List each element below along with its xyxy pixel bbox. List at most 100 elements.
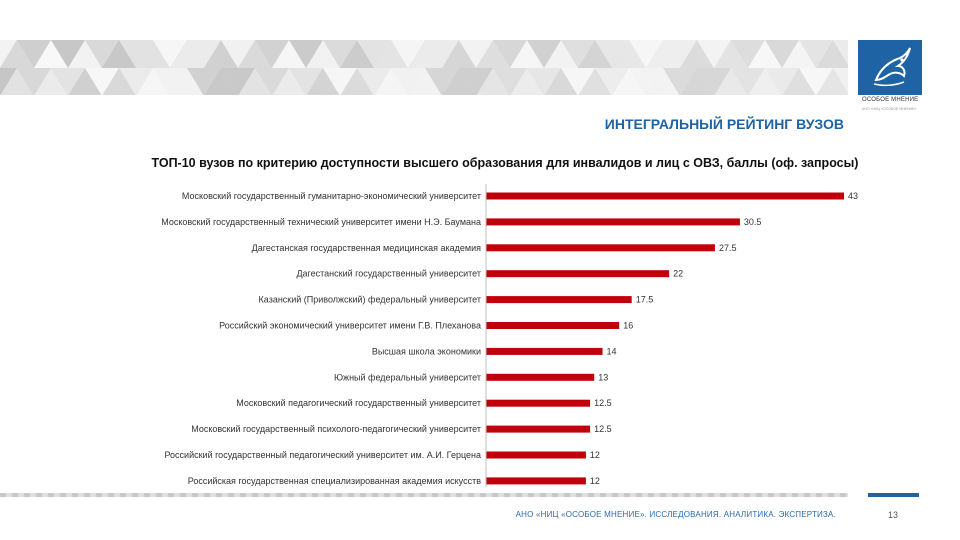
banner-triangle — [680, 68, 714, 95]
banner-triangle — [306, 68, 340, 95]
banner-triangle — [765, 40, 799, 68]
banner-triangle — [289, 68, 323, 95]
banner-triangle — [51, 68, 85, 95]
category-label: Российский государственный педагогически… — [164, 450, 481, 460]
banner-triangle — [255, 68, 289, 95]
banner-triangle — [476, 68, 510, 95]
banner-triangle — [561, 68, 595, 95]
banner-triangle — [765, 68, 799, 95]
banner-triangle — [425, 40, 459, 68]
category-label: Дагестанская государственная медицинская… — [252, 243, 481, 253]
banner-triangle — [170, 68, 204, 95]
banner-triangle — [544, 40, 578, 68]
banner-triangle — [34, 40, 68, 68]
banner-triangle — [578, 68, 612, 95]
banner-triangle — [153, 40, 187, 68]
value-label: 30.5 — [744, 217, 762, 227]
banner-triangle — [663, 68, 697, 95]
bar — [486, 477, 586, 485]
banner-triangle — [357, 40, 391, 68]
banner-triangle — [833, 40, 848, 65]
banner-triangle — [714, 68, 748, 95]
banner-triangle — [629, 40, 663, 68]
banner-triangle — [527, 40, 561, 68]
page-title: ИНТЕГРАЛЬНЫЙ РЕЙТИНГ ВУЗОВ — [604, 116, 844, 132]
bar — [486, 192, 844, 200]
banner-triangle — [493, 40, 527, 68]
banner-triangle — [629, 68, 663, 95]
banner-triangle — [748, 68, 782, 95]
banner-triangle — [255, 40, 289, 68]
value-label: 17.5 — [636, 295, 654, 305]
bar — [486, 296, 632, 304]
banner-triangle — [612, 40, 646, 68]
banner-triangle — [510, 68, 544, 95]
banner-triangle — [714, 40, 748, 68]
banner-triangle — [17, 40, 51, 68]
footer-accent-bar — [868, 493, 919, 497]
value-label: 12.5 — [594, 424, 612, 434]
banner-triangle — [680, 40, 714, 68]
banner-triangle — [799, 68, 833, 95]
banner-triangle — [221, 40, 255, 68]
banner-triangle — [204, 40, 238, 68]
bar — [486, 218, 740, 226]
bar — [486, 425, 591, 433]
banner-triangle — [119, 68, 153, 95]
category-label: Московский государственный гуманитарно-э… — [182, 191, 481, 201]
chart-title: ТОП-10 вузов по критерию доступности выс… — [151, 156, 859, 170]
category-label: Российская государственная специализиров… — [188, 476, 481, 486]
banner-triangle — [119, 40, 153, 68]
banner-triangle — [187, 40, 221, 68]
category-label: Московский педагогический государственны… — [236, 398, 481, 408]
banner-triangle — [0, 68, 34, 95]
category-label: Московский государственный технический у… — [161, 217, 481, 227]
banner-triangle — [527, 68, 561, 95]
banner-triangle — [476, 40, 510, 68]
bar — [486, 322, 620, 329]
banner-triangle — [459, 68, 493, 95]
banner-triangle — [442, 40, 476, 68]
banner-triangle — [340, 40, 374, 68]
bar — [486, 399, 591, 407]
logo-badge — [858, 40, 922, 95]
banner-triangle — [306, 40, 340, 68]
category-label: Южный федеральный университет — [334, 372, 481, 382]
bar — [486, 373, 595, 381]
banner-triangle — [561, 40, 595, 68]
banner-triangle — [68, 40, 102, 68]
banner-triangle — [391, 40, 425, 68]
banner-triangle — [374, 40, 408, 68]
banner-triangle — [782, 68, 816, 95]
banner-triangle — [289, 40, 323, 68]
triangle-pattern-banner — [0, 40, 848, 95]
banner-triangle — [0, 40, 34, 68]
banner-triangle — [170, 40, 204, 68]
banner-triangle — [272, 40, 306, 68]
banner-triangle — [544, 68, 578, 95]
banner-triangle — [204, 68, 238, 95]
value-label: 16 — [623, 321, 633, 331]
banner-triangle — [51, 40, 85, 68]
banner-triangle — [731, 40, 765, 68]
bar — [486, 244, 715, 252]
banner-triangle — [153, 68, 187, 95]
banner-triangle — [408, 40, 442, 68]
banner-triangle — [510, 40, 544, 68]
banner-triangle — [646, 68, 680, 95]
banner-triangle — [646, 40, 680, 68]
banner-triangle — [136, 68, 170, 95]
bar — [486, 451, 586, 459]
logo-subtext: АНО «НИЦ «ОСОБОЕ МНЕНИЕ» — [862, 107, 917, 111]
banner-triangle — [34, 68, 68, 95]
banner-triangle — [374, 68, 408, 95]
banner-triangle — [595, 68, 629, 95]
banner-pattern — [0, 40, 848, 95]
banner-triangle — [238, 40, 272, 68]
bird-logo-icon — [873, 47, 911, 87]
value-label: 22 — [673, 269, 683, 279]
category-label: Высшая школа экономики — [372, 346, 481, 356]
banner-triangle — [442, 68, 476, 95]
banner-triangle — [357, 68, 391, 95]
banner-triangle — [425, 68, 459, 95]
